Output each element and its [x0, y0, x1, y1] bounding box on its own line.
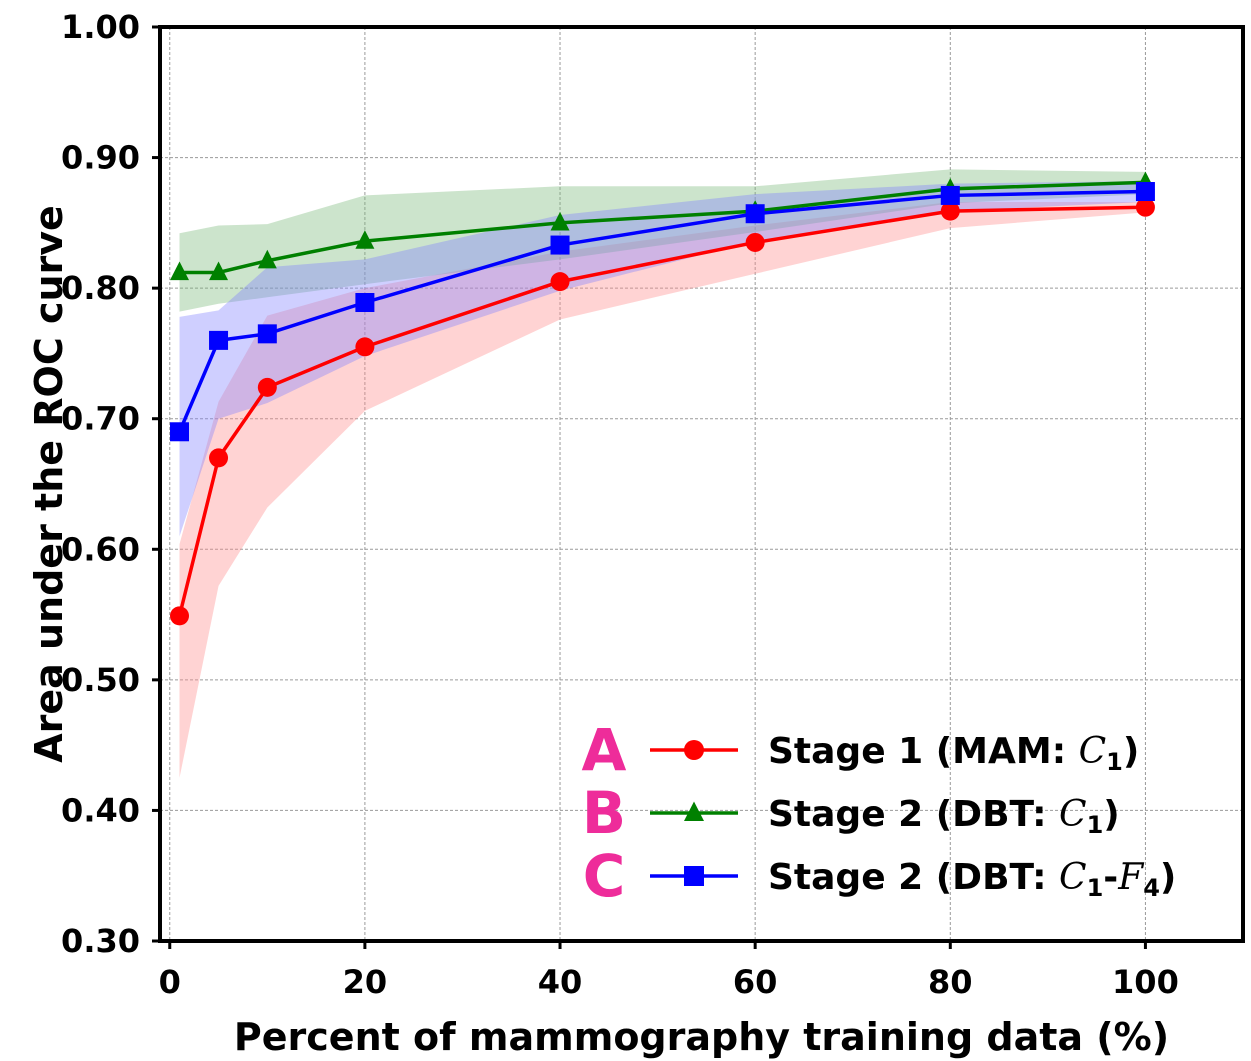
- data-point: [355, 337, 375, 357]
- y-tick-label: 0.60: [61, 530, 140, 568]
- data-point: [745, 204, 765, 224]
- x-tick-label: 20: [343, 963, 388, 1001]
- data-point: [550, 272, 570, 292]
- y-tick-label: 1.00: [61, 8, 140, 46]
- x-tick-label: 80: [928, 963, 973, 1001]
- x-axis-title: Percent of mammography training data (%): [234, 1015, 1169, 1059]
- legend: A Stage 1 (MAM: C1) B Stage 2 (DBT: C1) C Sta…: [582, 716, 1177, 910]
- x-tick-label: 40: [538, 963, 583, 1001]
- y-tick-label: 0.80: [61, 269, 140, 307]
- legend-letter: A: [582, 716, 627, 784]
- series-line: [177, 205, 1146, 617]
- data-point: [940, 201, 960, 221]
- data-point: [684, 866, 704, 886]
- y-tick-label: 0.50: [61, 661, 140, 699]
- series-markers: [170, 171, 1155, 626]
- data-point: [355, 293, 375, 313]
- y-tick-label: 0.40: [61, 791, 140, 829]
- data-point: [209, 261, 229, 281]
- axis-ticks: 0 20 40 60 80 100 0.30 0.40 0.50 0.60 0.70 0.80 0.90…: [61, 8, 1179, 1001]
- data-point: [170, 422, 190, 442]
- data-point: [550, 235, 570, 255]
- data-point: [170, 606, 190, 626]
- data-point: [684, 740, 704, 760]
- confidence-band: [179, 181, 1146, 537]
- data-point: [257, 324, 277, 344]
- data-point: [550, 211, 570, 231]
- data-point: [209, 330, 229, 350]
- x-tick-label: 0: [159, 963, 181, 1001]
- legend-label: Stage 1 (MAM: C1): [768, 731, 1139, 776]
- data-point: [355, 230, 375, 249]
- confidence-bands: [179, 169, 1146, 778]
- y-tick-label: 0.70: [61, 400, 140, 438]
- data-point: [684, 801, 704, 822]
- x-tick-label: 100: [1112, 963, 1179, 1001]
- plot-frame: [158, 25, 1245, 943]
- data-point: [170, 261, 190, 281]
- legend-letter: C: [583, 842, 626, 910]
- data-point: [257, 377, 277, 397]
- legend-label: Stage 2 (DBT: C1): [768, 794, 1120, 839]
- confidence-band: [179, 201, 1146, 778]
- series-line: [179, 180, 1146, 275]
- y-tick-label: 0.30: [61, 922, 140, 960]
- legend-letter: B: [582, 779, 626, 847]
- data-point: [1135, 197, 1155, 217]
- y-tick-label: 0.90: [61, 139, 140, 177]
- y-axis-title: Area under the ROC curve: [27, 205, 71, 763]
- x-tick-label: 60: [733, 963, 778, 1001]
- data-point: [1135, 182, 1155, 202]
- legend-label: Stage 2 (DBT: C1-F4): [768, 857, 1176, 902]
- data-point: [745, 232, 765, 252]
- confidence-band: [179, 169, 1146, 312]
- data-point: [209, 448, 229, 468]
- data-point: [257, 249, 277, 269]
- data-point: [940, 185, 960, 205]
